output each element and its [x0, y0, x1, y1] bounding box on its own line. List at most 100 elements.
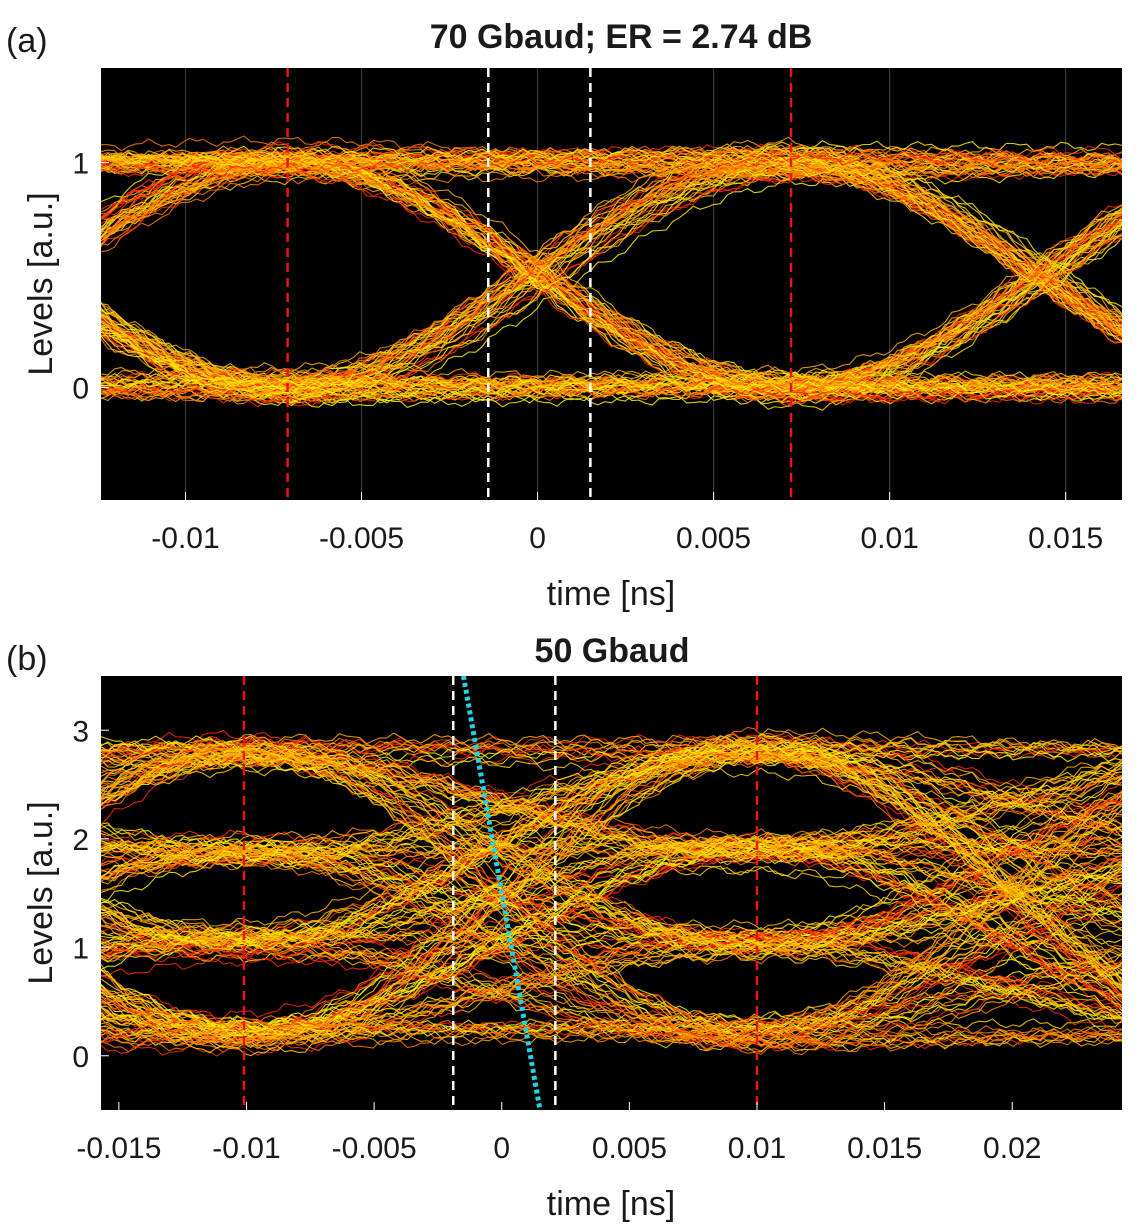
panel-a-y-axis-label: Levels [a.u.] [22, 192, 60, 375]
eye-trace [101, 749, 1122, 950]
eye-trace [101, 164, 1122, 397]
eye-trace [101, 750, 1122, 1041]
eye-trace [101, 747, 1122, 950]
eye-trace [101, 742, 1122, 904]
panel-b: (b) 50 Gbaud -0.015 -0.01 -0.005 0 0.005 0.01… [6, 632, 1122, 1223]
eye-trace [101, 764, 1122, 942]
panel-b-y-axis-label: Levels [a.u.] [22, 801, 60, 984]
eye-trace [101, 843, 1122, 1032]
eye-trace [101, 729, 1122, 995]
x-tick-label: 0.015 [1028, 522, 1103, 555]
eye-trace [101, 743, 1122, 951]
x-tick-label: -0.01 [151, 522, 219, 555]
eye-trace [101, 149, 1122, 391]
eye-trace [101, 167, 1122, 405]
eye-trace [101, 772, 1122, 863]
eye-trace [101, 874, 1122, 965]
eye-trace [101, 164, 1122, 377]
eye-trace [101, 744, 1122, 917]
eye-trace [101, 212, 1122, 391]
eye-trace [101, 754, 1122, 1019]
panel-b-title: 50 Gbaud [535, 632, 690, 670]
eye-trace [101, 223, 1122, 397]
eye-trace [101, 758, 1122, 885]
panel-b-eye-traces [101, 726, 1122, 1057]
x-tick-label: 0.005 [592, 1132, 667, 1165]
x-tick-label: -0.01 [212, 1132, 280, 1165]
eye-trace [101, 155, 1122, 322]
eye-trace [101, 764, 1122, 937]
y-tick-label: 0 [72, 373, 89, 406]
panel-a-plot-area [101, 68, 1122, 500]
x-tick-label: 0.005 [676, 522, 751, 555]
panel-a-x-axis-label: time [ns] [547, 575, 675, 613]
eye-trace [101, 732, 1122, 825]
x-tick-label: -0.005 [332, 1132, 417, 1165]
panel-a-eye-traces [101, 135, 1122, 411]
eye-trace [101, 739, 1122, 1031]
eye-trace [101, 735, 1122, 947]
eye-trace [101, 738, 1122, 972]
eye-trace [101, 850, 1122, 1002]
eye-trace [101, 851, 1122, 1037]
cyan-dotted-line [460, 676, 543, 1110]
eye-trace [101, 747, 1122, 1056]
x-tick-label: 0.02 [983, 1132, 1041, 1165]
eye-trace [101, 237, 1122, 388]
eye-trace [101, 162, 1122, 395]
eye-trace [101, 149, 1122, 394]
eye-trace [101, 755, 1122, 1027]
eye-trace [101, 152, 1122, 393]
eye-trace [101, 145, 1122, 323]
x-tick-label: 0.015 [847, 1132, 922, 1165]
panel-a-markers [286, 68, 793, 500]
x-tick-label: 0.01 [860, 522, 918, 555]
eye-trace [101, 739, 1122, 1044]
x-tick-label: 0 [493, 1132, 510, 1165]
eye-trace [101, 748, 1122, 922]
eye-trace [101, 754, 1122, 1003]
eye-trace [101, 854, 1122, 1020]
eye-trace [101, 745, 1122, 976]
eye-trace [101, 848, 1122, 1035]
eye-trace [101, 805, 1122, 1040]
eye-trace [101, 160, 1122, 391]
panel-a-y-ticks: 01 [72, 148, 109, 406]
panel-b-markers [242, 676, 759, 1110]
eye-trace [101, 750, 1122, 942]
panel-b-x-ticks: -0.015 -0.01 -0.005 0 0.005 0.01 0.015 0.02 [76, 1102, 1041, 1165]
eye-trace [101, 875, 1122, 1042]
eye-trace [101, 155, 1122, 382]
y-tick-label: 1 [72, 932, 89, 965]
eye-trace [101, 753, 1122, 953]
eye-trace [101, 167, 1122, 394]
eye-trace [101, 237, 1122, 404]
eye-trace [101, 736, 1122, 1037]
eye-trace [101, 740, 1122, 1019]
eye-trace [101, 868, 1122, 1037]
eye-trace [101, 751, 1122, 1024]
eye-trace [101, 800, 1122, 948]
eye-trace [101, 145, 1122, 219]
eye-trace [101, 751, 1122, 1046]
eye-trace [101, 733, 1122, 927]
panel-b-x-axis-label: time [ns] [547, 1185, 675, 1223]
x-tick-label: -0.005 [319, 522, 404, 555]
eye-trace [101, 738, 1122, 1021]
panel-b-y-ticks: 0 1 2 3 [72, 715, 109, 1074]
eye-trace [101, 141, 1122, 325]
x-tick-label: 0.01 [728, 1132, 786, 1165]
eye-trace [101, 841, 1122, 912]
x-tick-label: -0.015 [76, 1132, 161, 1165]
eye-trace [101, 144, 1122, 316]
eye-trace [101, 155, 1122, 390]
x-tick-label: 0 [529, 522, 546, 555]
eye-trace [101, 796, 1122, 1033]
eye-trace [101, 850, 1122, 951]
eye-trace [101, 749, 1122, 1038]
eye-trace [101, 164, 1122, 405]
eye-trace [101, 740, 1122, 1057]
y-tick-label: 3 [72, 715, 89, 748]
eye-trace [101, 335, 1122, 401]
